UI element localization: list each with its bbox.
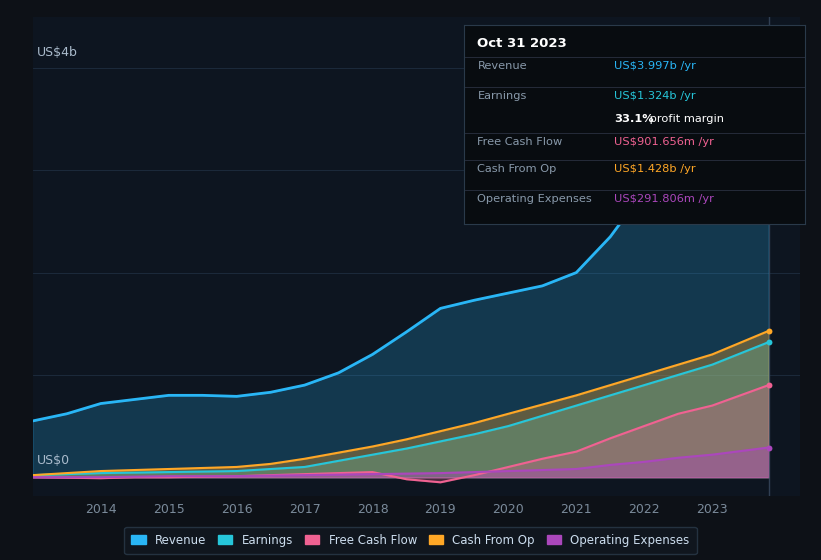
Text: US$3.997b /yr: US$3.997b /yr [614,61,695,71]
Text: Cash From Op: Cash From Op [478,165,557,174]
Text: Oct 31 2023: Oct 31 2023 [478,37,567,50]
Text: Revenue: Revenue [478,61,527,71]
Text: US$4b: US$4b [37,45,77,59]
Text: US$0: US$0 [37,454,70,467]
Text: Operating Expenses: Operating Expenses [478,194,592,204]
Text: Free Cash Flow: Free Cash Flow [478,137,562,147]
Text: US$1.428b /yr: US$1.428b /yr [614,165,695,174]
Text: profit margin: profit margin [646,114,724,124]
Point [762,63,775,72]
Text: US$291.806m /yr: US$291.806m /yr [614,194,713,204]
Point [762,326,775,335]
Text: Earnings: Earnings [478,91,527,101]
Text: US$1.324b /yr: US$1.324b /yr [614,91,695,101]
Legend: Revenue, Earnings, Free Cash Flow, Cash From Op, Operating Expenses: Revenue, Earnings, Free Cash Flow, Cash … [124,527,697,554]
Point [762,381,775,390]
Point [762,338,775,347]
Text: US$901.656m /yr: US$901.656m /yr [614,137,713,147]
Text: 33.1%: 33.1% [614,114,654,124]
Point [762,443,775,452]
